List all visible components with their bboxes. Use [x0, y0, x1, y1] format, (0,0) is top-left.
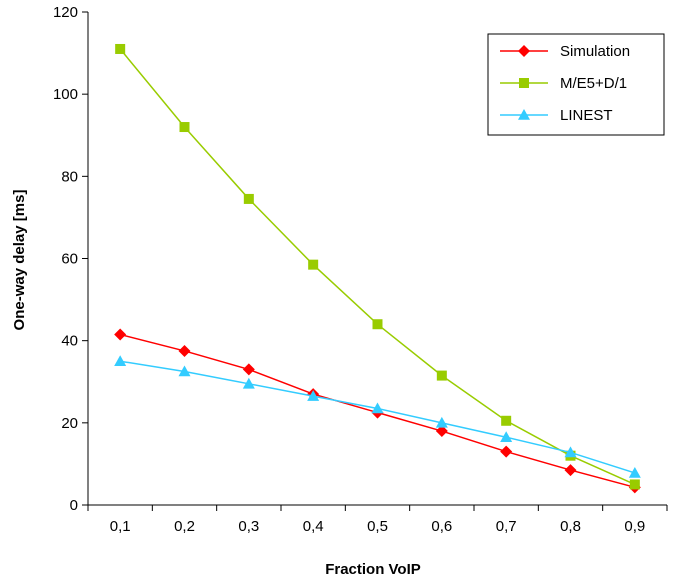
data-point	[565, 464, 577, 476]
data-point	[244, 194, 254, 204]
legend-label: LINEST	[560, 107, 613, 124]
data-point	[501, 416, 511, 426]
x-tick-label: 0,6	[431, 518, 452, 535]
y-tick-label: 40	[61, 333, 78, 350]
legend: Simulation M/E5+D/1 LINEST	[488, 34, 664, 135]
y-tick-label: 20	[61, 415, 78, 432]
x-tick-label: 0,1	[110, 518, 131, 535]
y-tick-label: 100	[53, 86, 78, 103]
data-point	[437, 371, 447, 381]
data-point	[179, 345, 191, 357]
y-tick-label: 80	[61, 168, 78, 185]
legend-marker	[519, 78, 529, 88]
x-tick-label: 0,3	[238, 518, 259, 535]
x-axis-title: Fraction VoIP	[325, 561, 421, 578]
x-tick-label: 0,2	[174, 518, 195, 535]
data-point	[500, 446, 512, 458]
y-tick-label: 60	[61, 251, 78, 268]
legend-label: Simulation	[560, 43, 630, 60]
data-point	[114, 329, 126, 341]
y-axis-title: One-way delay [ms]	[11, 190, 28, 331]
y-axis-ticks: 0 20 40 60 80 100 120	[53, 4, 88, 514]
y-tick-label: 120	[53, 4, 78, 21]
x-tick-label: 0,7	[496, 518, 517, 535]
x-tick-label: 0,9	[624, 518, 645, 535]
data-point	[373, 319, 383, 329]
data-point	[180, 122, 190, 132]
data-point	[115, 44, 125, 54]
data-point	[630, 479, 640, 489]
x-tick-label: 0,8	[560, 518, 581, 535]
x-tick-label: 0,4	[303, 518, 324, 535]
x-tick-label: 0,5	[367, 518, 388, 535]
x-axis-ticks: 0,1 0,2 0,3 0,4 0,5 0,6 0,7 0,8 0,9	[88, 505, 667, 535]
data-point	[308, 260, 318, 270]
y-tick-label: 0	[70, 497, 78, 514]
data-point	[114, 355, 126, 366]
data-point	[243, 363, 255, 375]
legend-label: M/E5+D/1	[560, 75, 627, 92]
